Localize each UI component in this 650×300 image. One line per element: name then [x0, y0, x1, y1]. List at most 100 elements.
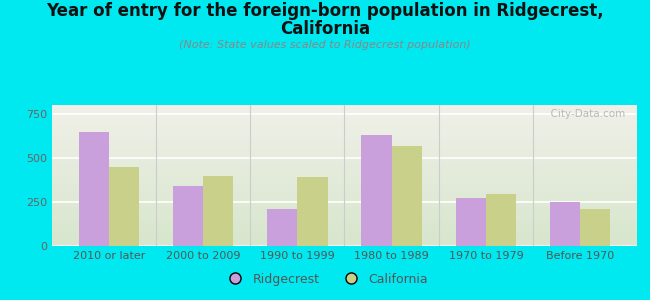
Bar — [79, 132, 109, 246]
Bar — [52, 202, 637, 204]
Bar — [52, 215, 637, 216]
Bar — [52, 140, 637, 142]
Bar — [109, 167, 139, 246]
Text: City-Data.com: City-Data.com — [544, 109, 625, 119]
Bar — [52, 139, 637, 140]
Bar — [52, 240, 637, 242]
Bar — [52, 239, 637, 240]
Bar — [52, 238, 637, 239]
Bar — [52, 149, 637, 150]
Bar — [52, 225, 637, 226]
Bar — [52, 130, 637, 132]
Bar — [52, 125, 637, 126]
Bar — [52, 146, 637, 147]
Bar — [52, 156, 637, 157]
Bar — [297, 177, 328, 246]
Bar — [52, 166, 637, 167]
Bar — [52, 187, 637, 188]
Bar — [52, 222, 637, 224]
Bar — [52, 197, 637, 198]
Bar — [361, 135, 392, 246]
Bar — [52, 116, 637, 118]
Bar — [267, 209, 297, 246]
Bar — [52, 142, 637, 143]
Bar — [52, 121, 637, 122]
Bar — [52, 163, 637, 164]
Bar — [52, 109, 637, 111]
Bar — [52, 182, 637, 184]
Bar — [52, 137, 637, 139]
Bar — [52, 178, 637, 180]
Bar — [52, 154, 637, 156]
Text: Year of entry for the foreign-born population in Ridgecrest,: Year of entry for the foreign-born popul… — [46, 2, 604, 20]
Bar — [52, 136, 637, 137]
Bar — [52, 190, 637, 191]
Bar — [52, 204, 637, 205]
Bar — [52, 244, 637, 246]
Bar — [52, 153, 637, 154]
Bar — [52, 209, 637, 211]
Bar — [52, 194, 637, 195]
Bar — [52, 218, 637, 219]
Bar — [52, 224, 637, 225]
Bar — [52, 180, 637, 181]
Bar — [52, 235, 637, 236]
Bar — [52, 236, 637, 238]
Bar — [52, 228, 637, 229]
Bar — [52, 206, 637, 208]
Bar — [52, 230, 637, 232]
Bar — [52, 167, 637, 168]
Bar — [52, 161, 637, 163]
Bar — [52, 119, 637, 121]
Bar — [550, 202, 580, 246]
Bar — [392, 146, 422, 246]
Bar — [52, 145, 637, 146]
Bar — [52, 170, 637, 171]
Bar — [52, 106, 637, 108]
Bar — [52, 135, 637, 136]
Bar — [52, 133, 637, 135]
Bar — [52, 232, 637, 233]
Bar — [52, 160, 637, 161]
Bar — [52, 198, 637, 200]
Legend: Ridgecrest, California: Ridgecrest, California — [217, 268, 433, 291]
Bar — [52, 219, 637, 220]
Bar — [52, 112, 637, 113]
Bar — [580, 209, 610, 246]
Bar — [52, 184, 637, 185]
Bar — [52, 147, 637, 149]
Bar — [52, 164, 637, 166]
Bar — [203, 176, 233, 246]
Bar — [52, 243, 637, 244]
Bar — [52, 111, 637, 112]
Bar — [173, 186, 203, 246]
Bar — [52, 143, 637, 145]
Bar — [52, 118, 637, 119]
Bar — [52, 123, 637, 125]
Bar — [52, 176, 637, 177]
Bar — [52, 126, 637, 128]
Bar — [52, 195, 637, 197]
Bar — [486, 194, 516, 246]
Bar — [52, 157, 637, 159]
Text: California: California — [280, 20, 370, 38]
Bar — [52, 192, 637, 194]
Bar — [52, 171, 637, 173]
Bar — [52, 169, 637, 170]
Bar — [52, 173, 637, 174]
Bar — [52, 181, 637, 182]
Bar — [52, 205, 637, 206]
Bar — [52, 211, 637, 212]
Bar — [52, 208, 637, 209]
Bar — [52, 212, 637, 214]
Bar — [52, 214, 637, 215]
Bar — [52, 105, 637, 106]
Bar — [52, 152, 637, 153]
Bar — [52, 226, 637, 228]
Bar — [52, 177, 637, 178]
Bar — [52, 233, 637, 235]
Bar — [52, 128, 637, 129]
Bar — [52, 242, 637, 243]
Bar — [52, 115, 637, 116]
Bar — [52, 129, 637, 130]
